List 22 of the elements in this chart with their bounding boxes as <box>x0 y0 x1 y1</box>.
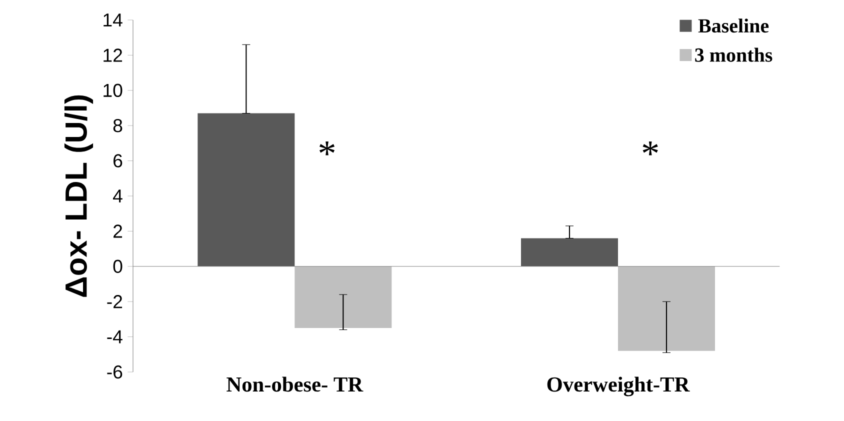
y-tick-label: 10 <box>104 84 122 98</box>
bar <box>198 113 295 266</box>
annotation: * <box>642 142 658 156</box>
y-tick-label: 12 <box>104 48 122 62</box>
y-tick-label: -4 <box>107 330 122 344</box>
y-tick-label: -2 <box>107 295 122 308</box>
bar <box>618 266 715 351</box>
y-tick-label: 2 <box>114 224 122 238</box>
y-tick-label: 8 <box>113 118 122 132</box>
bar <box>520 238 618 266</box>
y-tick-label: 4 <box>113 190 122 202</box>
legend-label: 3 months <box>695 48 772 62</box>
y-tick-label: 0 <box>113 260 122 274</box>
y-tick-label: 6 <box>114 154 122 168</box>
y-tick-label: 14 <box>104 14 122 26</box>
bar <box>294 266 392 328</box>
x-tick-label: Overweight-TR <box>547 376 690 396</box>
annotation: * <box>319 142 335 156</box>
y-axis-title: Δox- LDL (U/l) <box>64 95 94 297</box>
legend-label: Baseline <box>698 18 769 33</box>
x-tick-label: Non-obese- TR <box>226 376 364 392</box>
y-tick-label: -6 <box>107 365 122 379</box>
